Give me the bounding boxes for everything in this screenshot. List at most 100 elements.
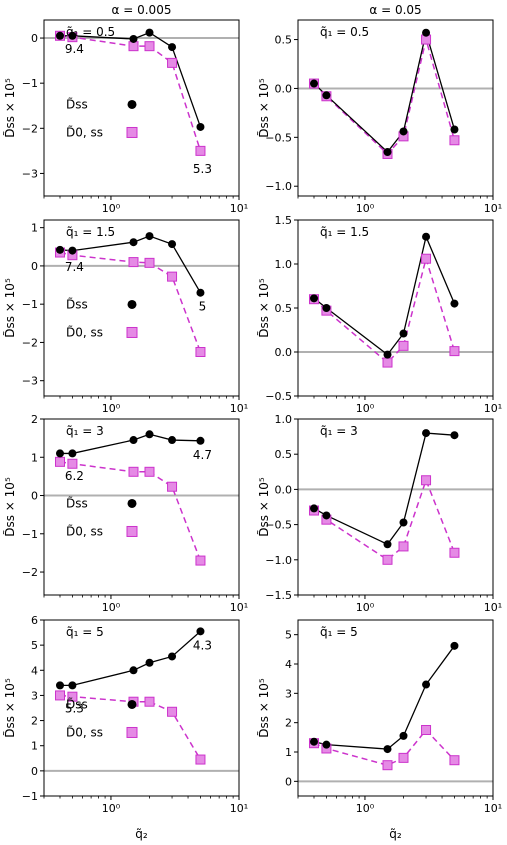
- y-tick-label: 2: [31, 413, 38, 426]
- y-tick-label: 0.0: [275, 346, 293, 359]
- point-annotation: 9.4: [65, 42, 84, 56]
- legend-marker-d0ss: [126, 525, 138, 537]
- x-axis-label: q̃₂: [135, 827, 148, 841]
- x-tick-label: 10⁰: [356, 202, 375, 215]
- axes-frame: [43, 418, 240, 596]
- axes-frame: [43, 619, 240, 797]
- point-annotation: 7.4: [65, 260, 84, 274]
- data-point-dss: [196, 122, 205, 131]
- y-tick-label: −2: [22, 122, 38, 135]
- y-tick-label: 0.0: [275, 483, 293, 496]
- y-tick-label: 1.0: [275, 413, 293, 426]
- panel-row3-col2: −1.5 −1.0 −0.5 0.0 0.5 1.0 10⁰ 10¹ q̃₁ = 3 D̃ss ×…: [257, 413, 502, 614]
- data-point-d0ss: [195, 555, 206, 566]
- panel-label: q̃₁ = 5: [66, 625, 104, 639]
- column-title: α = 0.005: [112, 3, 172, 17]
- data-point-d0ss: [144, 41, 155, 52]
- legend-label-d0ss: D̃0, ss: [66, 524, 103, 538]
- data-point-d0ss: [398, 340, 409, 351]
- point-annotation: 4.3: [193, 638, 212, 652]
- y-tick-label: 0: [31, 765, 38, 778]
- point-annotation: 5.3: [65, 702, 84, 716]
- legend-label-dss: D̃ss: [66, 697, 88, 711]
- panel-label: q̃₁ = 0.5: [66, 25, 115, 39]
- data-point-dss: [196, 288, 205, 297]
- data-point-dss: [399, 127, 408, 136]
- point-annotation: 5: [199, 300, 207, 314]
- data-point-dss: [196, 436, 205, 445]
- y-tick-label: 0: [31, 32, 38, 45]
- data-point-dss: [145, 430, 154, 439]
- data-point-dss: [196, 627, 205, 636]
- x-tick-label: 10⁰: [102, 601, 121, 614]
- y-tick-label: 1.0: [275, 258, 293, 271]
- data-point-dss: [322, 304, 331, 312]
- data-point-dss: [145, 232, 154, 241]
- data-point-d0ss: [67, 691, 78, 702]
- y-axis-label: D̃ss × 10⁵: [257, 678, 271, 738]
- y-tick-label: −2: [22, 566, 38, 579]
- y-tick-label: 0: [31, 490, 38, 503]
- x-tick-label: 10⁰: [356, 802, 375, 815]
- panel-label: q̃₁ = 5: [320, 625, 358, 639]
- data-point-d0ss: [195, 754, 206, 765]
- data-point-d0ss: [167, 706, 178, 717]
- x-tick-label: 10¹: [484, 802, 502, 815]
- data-point-d0ss: [421, 725, 432, 735]
- y-tick-label: 0.5: [275, 302, 293, 315]
- data-point-d0ss: [167, 481, 178, 492]
- panel-label: q̃₁ = 1.5: [66, 225, 115, 239]
- panel-row4-col2: 0 1 2 3 4 5 10⁰ 10¹ q̃₁ = 5 D̃ss × 10⁵: [257, 619, 502, 815]
- data-point-dss: [55, 245, 64, 254]
- y-tick-label: 1: [31, 740, 38, 753]
- column-title: α = 0.05: [369, 3, 421, 17]
- y-axis-label: D̃ss × 10⁵: [3, 78, 17, 138]
- data-point-dss: [309, 294, 318, 303]
- series-line-dss: [59, 630, 201, 687]
- data-point-dss: [145, 658, 154, 667]
- x-tick-label: 10⁰: [356, 402, 375, 415]
- data-point-dss: [422, 28, 431, 37]
- y-tick-label: −0.5: [265, 390, 292, 403]
- y-tick-label: −0.5: [265, 131, 292, 144]
- data-point-d0ss: [144, 257, 155, 268]
- panel-label: q̃₁ = 0.5: [320, 25, 369, 39]
- panel-row3-col1: −2 −1 0 1 2 10⁰ 10¹ q̃₁ = 3 6.2 4.7 D̃ss D̃0, ss D̃s…: [3, 413, 248, 614]
- y-tick-label: −1.0: [265, 554, 292, 567]
- x-tick-label: 10¹: [484, 601, 502, 614]
- panel-row4-col1: −1 0 1 2 3 4 5 6 10⁰ 10¹ q̃₁ = 5 5.3 4.3 D̃ss D̃0, ss D…: [3, 614, 248, 815]
- data-point-dss: [55, 681, 64, 690]
- data-point-dss: [399, 731, 408, 740]
- data-point-dss: [145, 28, 154, 37]
- y-axis-label: D̃ss × 10⁵: [257, 477, 271, 537]
- legend-label-d0ss: D̃0, ss: [66, 125, 103, 139]
- data-point-dss: [322, 511, 331, 520]
- data-point-d0ss: [449, 346, 460, 357]
- data-point-dss: [383, 540, 392, 549]
- legend-marker-d0ss: [126, 326, 138, 338]
- data-point-dss: [68, 31, 77, 40]
- x-tick-label: 10¹: [484, 202, 502, 215]
- y-tick-label: −1.5: [265, 589, 292, 602]
- data-point-d0ss: [449, 755, 460, 766]
- data-point-dss: [129, 34, 138, 43]
- data-point-dss: [168, 436, 177, 445]
- y-tick-label: −1: [22, 298, 38, 311]
- data-point-dss: [129, 436, 138, 445]
- x-axis-label: q̃₂: [389, 827, 402, 841]
- y-tick-label: −2: [22, 336, 38, 349]
- data-point-dss: [383, 148, 392, 156]
- y-tick-label: −0.5: [265, 519, 292, 532]
- axes-frame: [297, 19, 494, 197]
- data-point-d0ss: [167, 271, 178, 282]
- series-line-dss: [313, 234, 456, 356]
- data-point-d0ss: [128, 466, 139, 477]
- data-point-dss: [450, 431, 459, 440]
- data-point-d0ss: [54, 456, 65, 467]
- y-tick-label: 4: [31, 664, 38, 677]
- x-tick-label: 10⁰: [102, 802, 121, 815]
- y-tick-label: 4: [285, 658, 292, 671]
- x-tick-label: 10⁰: [102, 402, 121, 415]
- y-tick-label: −3: [22, 375, 38, 388]
- data-point-dss: [68, 246, 77, 255]
